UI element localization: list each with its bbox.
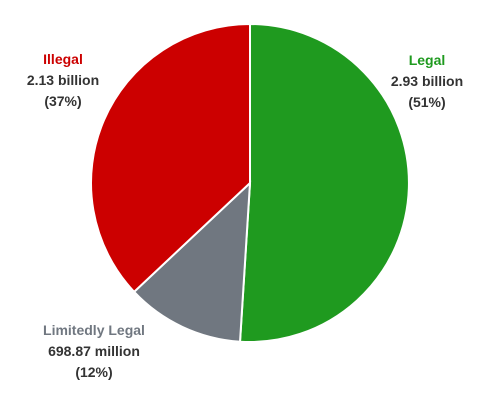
slice-label-legal-pct: (51%) xyxy=(408,94,445,110)
slice-label-limitedly-legal-value: 698.87 million xyxy=(48,343,140,359)
slice-label-limitedly-legal-pct: (12%) xyxy=(75,364,112,380)
slice-label-illegal-name: Illegal xyxy=(43,51,83,67)
slice-label-illegal-value: 2.13 billion xyxy=(27,72,99,88)
legend-label-legal: Legal 2.93 billion (51%) xyxy=(391,52,463,110)
slice-label-legal-value: 2.93 billion xyxy=(391,73,463,89)
slice-label-illegal-pct: (37%) xyxy=(44,93,81,109)
slice-label-legal-name: Legal xyxy=(409,52,446,68)
legend-label-illegal: Illegal 2.13 billion (37%) xyxy=(27,51,99,109)
slice-label-limitedly-legal-name: Limitedly Legal xyxy=(43,322,145,338)
pie-slices xyxy=(91,24,409,342)
legend-label-limitedly-legal: Limitedly Legal 698.87 million (12%) xyxy=(43,322,145,380)
pie-slice-legal xyxy=(240,24,409,342)
